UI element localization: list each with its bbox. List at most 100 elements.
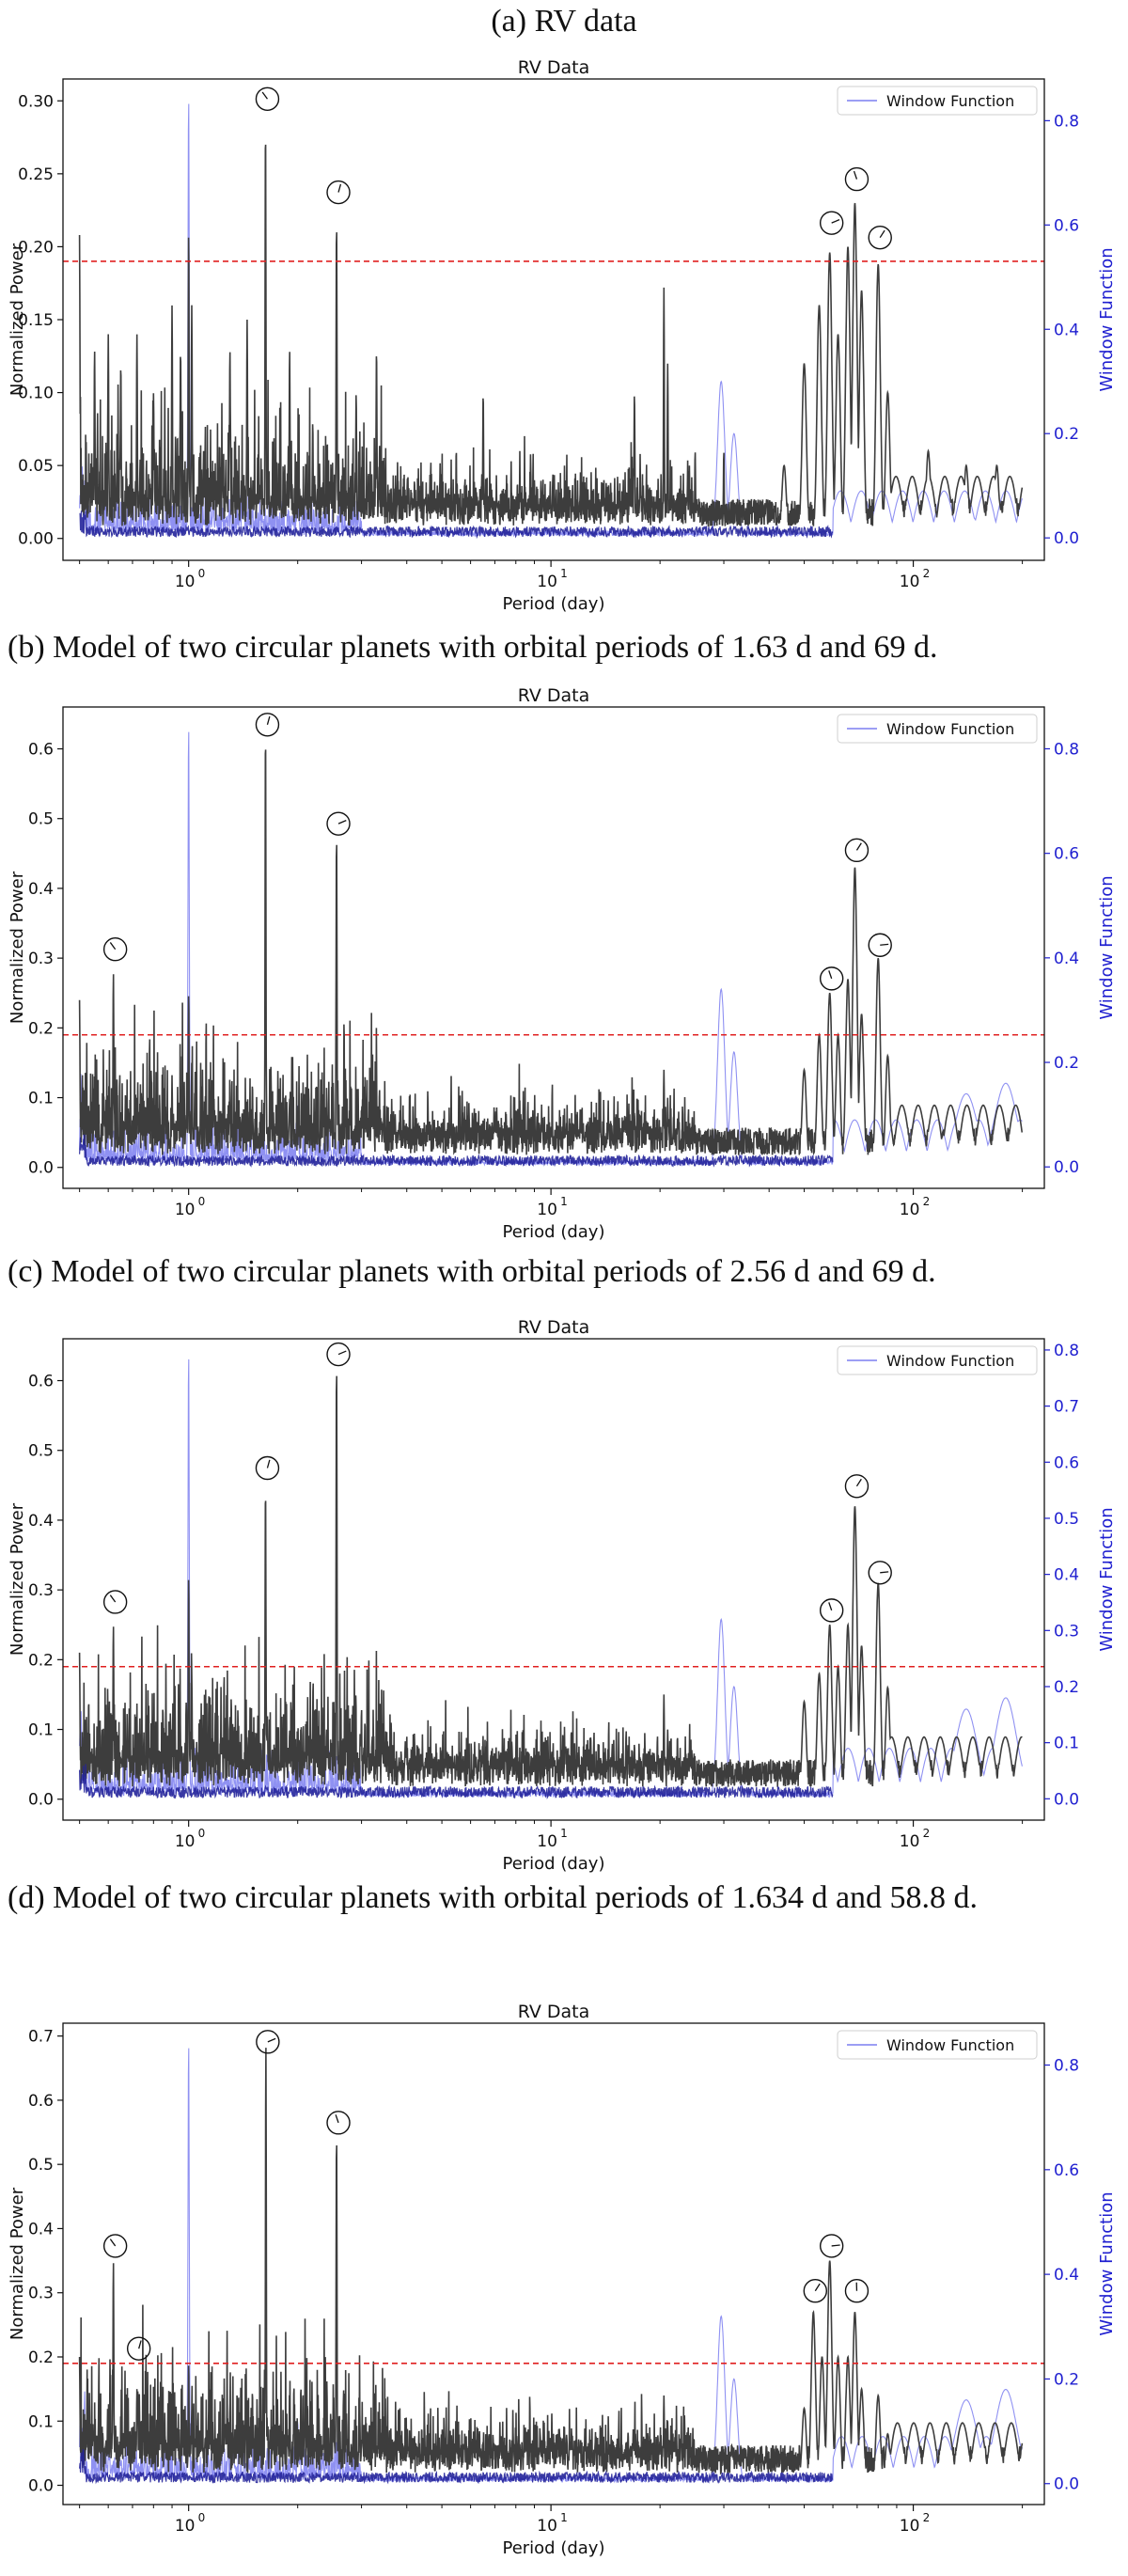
caption-a: (a) RV data bbox=[8, 0, 1120, 43]
y2-tick-label: 0.2 bbox=[1054, 2370, 1079, 2389]
peak-marker-circle bbox=[327, 1343, 350, 1366]
x-tick-exponent: 2 bbox=[923, 1195, 931, 1208]
peak-marker-tick bbox=[829, 970, 832, 979]
peak-marker-tick bbox=[880, 230, 885, 238]
peak-marker-circle bbox=[104, 2235, 127, 2257]
peak-marker-circle bbox=[821, 2235, 843, 2257]
x-tick-label: 10 bbox=[900, 1201, 920, 1219]
power-spectrum-line bbox=[80, 2048, 1023, 2473]
peak-marker-tick bbox=[880, 1572, 888, 1573]
plot-data-layer bbox=[80, 732, 1023, 1167]
legend-label: Window Function bbox=[886, 92, 1014, 110]
y-axis-label: Normalized Power bbox=[8, 243, 27, 396]
peak-marker-tick bbox=[338, 1351, 346, 1355]
y2-tick-label: 0.4 bbox=[1054, 1566, 1079, 1585]
peak-marker-circle bbox=[256, 1457, 278, 1480]
peak-marker-tick bbox=[262, 92, 267, 99]
y-tick-label: 0.4 bbox=[28, 2220, 54, 2238]
x-tick-label: 10 bbox=[537, 1832, 557, 1851]
chart-title: RV Data bbox=[518, 1317, 590, 1338]
peak-marker-tick bbox=[267, 716, 269, 725]
y-tick-label: 0.00 bbox=[18, 530, 54, 549]
plot-data-layer bbox=[80, 1359, 1023, 1798]
y-tick-label: 0.4 bbox=[28, 1512, 54, 1531]
x-tick-label: 10 bbox=[900, 2517, 920, 2536]
y2-tick-label: 0.0 bbox=[1054, 2475, 1079, 2494]
y2-tick-label: 0.0 bbox=[1054, 1158, 1079, 1177]
x-tick-label: 10 bbox=[175, 1832, 196, 1851]
x-tick-label: 10 bbox=[175, 2517, 196, 2536]
power-spectrum-line bbox=[80, 1376, 1023, 1787]
peak-marker-tick bbox=[856, 1479, 861, 1486]
x-tick-exponent: 0 bbox=[198, 2511, 206, 2524]
y-tick-label: 0.1 bbox=[28, 2412, 54, 2431]
y-tick-label: 0.7 bbox=[28, 2028, 54, 2047]
x-tick-label: 10 bbox=[900, 1832, 920, 1851]
y2-tick-label: 0.8 bbox=[1054, 1342, 1079, 1360]
x-tick-exponent: 1 bbox=[560, 1827, 568, 1840]
y2-tick-label: 0.4 bbox=[1054, 2266, 1079, 2285]
y-tick-label: 0.3 bbox=[28, 1581, 54, 1600]
y2-tick-label: 0.8 bbox=[1054, 2057, 1079, 2076]
y-tick-label: 0.1 bbox=[28, 1090, 54, 1108]
y-tick-label: 0.5 bbox=[28, 810, 54, 829]
x-tick-exponent: 2 bbox=[923, 2511, 931, 2524]
y2-tick-label: 0.2 bbox=[1054, 1678, 1079, 1697]
y2-tick-label: 0.0 bbox=[1054, 529, 1079, 548]
x-tick-label: 10 bbox=[537, 573, 557, 591]
x-tick-exponent: 0 bbox=[198, 1195, 206, 1208]
chart-panel-c: RV Data0.00.10.20.30.40.50.60.00.10.20.3… bbox=[0, 1318, 1128, 1892]
y-tick-label: 0.2 bbox=[28, 1019, 54, 1038]
y-tick-label: 0.3 bbox=[28, 950, 54, 968]
y-tick-label: 0.0 bbox=[28, 1791, 54, 1810]
y-tick-label: 0.2 bbox=[28, 2348, 54, 2367]
x-tick-label: 10 bbox=[537, 1201, 557, 1219]
peak-marker-circle bbox=[869, 227, 891, 249]
y-tick-label: 0.3 bbox=[28, 2285, 54, 2303]
y-tick-label: 0.6 bbox=[28, 1373, 54, 1391]
y-tick-label: 0.6 bbox=[28, 741, 54, 760]
x-tick-label: 10 bbox=[175, 573, 196, 591]
y2-axis-label: Window Function bbox=[1097, 875, 1117, 1019]
y2-tick-label: 0.2 bbox=[1054, 1054, 1079, 1073]
plot-data-layer bbox=[80, 104, 1023, 538]
y-tick-label: 0.4 bbox=[28, 880, 54, 899]
y-tick-label: 0.1 bbox=[28, 1721, 54, 1740]
peak-marker-tick bbox=[110, 942, 115, 949]
x-tick-label: 10 bbox=[537, 2517, 557, 2536]
y-tick-label: 0.05 bbox=[18, 457, 54, 476]
x-axis-label: Period (day) bbox=[502, 1854, 604, 1874]
y2-tick-label: 0.3 bbox=[1054, 1622, 1079, 1641]
peak-marker-tick bbox=[338, 821, 346, 825]
y2-axis-label: Window Function bbox=[1097, 247, 1117, 391]
chart-title: RV Data bbox=[518, 2002, 590, 2022]
y-axis-label: Normalized Power bbox=[8, 871, 27, 1024]
legend-label: Window Function bbox=[886, 720, 1014, 738]
chart-title: RV Data bbox=[518, 57, 590, 78]
x-tick-label: 10 bbox=[175, 1201, 196, 1219]
legend-label: Window Function bbox=[886, 1352, 1014, 1370]
x-axis-label: Period (day) bbox=[502, 1222, 604, 1242]
y-tick-label: 0.25 bbox=[18, 165, 54, 184]
peak-marker-tick bbox=[856, 843, 861, 851]
y2-axis-label: Window Function bbox=[1097, 2191, 1117, 2335]
y-axis-label: Normalized Power bbox=[8, 1502, 27, 1656]
x-tick-exponent: 1 bbox=[560, 2511, 568, 2524]
y2-tick-label: 0.0 bbox=[1054, 1790, 1079, 1809]
x-tick-exponent: 1 bbox=[560, 567, 568, 580]
chart-panel-d: RV Data0.00.10.20.30.40.50.60.70.00.20.4… bbox=[0, 2003, 1128, 2576]
y-axis-label: Normalized Power bbox=[8, 2187, 27, 2340]
y2-tick-label: 0.4 bbox=[1054, 950, 1079, 968]
y2-tick-label: 0.2 bbox=[1054, 425, 1079, 444]
x-tick-exponent: 0 bbox=[198, 567, 206, 580]
chart-panel-b: RV Data0.00.10.20.30.40.50.60.00.20.40.6… bbox=[0, 686, 1128, 1260]
y2-tick-label: 0.8 bbox=[1054, 112, 1079, 131]
peak-marker-tick bbox=[139, 2340, 141, 2348]
y2-axis-label: Window Function bbox=[1097, 1507, 1117, 1651]
x-tick-exponent: 0 bbox=[198, 1827, 206, 1840]
legend-label: Window Function bbox=[886, 2036, 1014, 2054]
y2-tick-label: 0.1 bbox=[1054, 1735, 1079, 1753]
y2-tick-label: 0.6 bbox=[1054, 2161, 1079, 2180]
y-tick-label: 0.0 bbox=[28, 1159, 54, 1178]
